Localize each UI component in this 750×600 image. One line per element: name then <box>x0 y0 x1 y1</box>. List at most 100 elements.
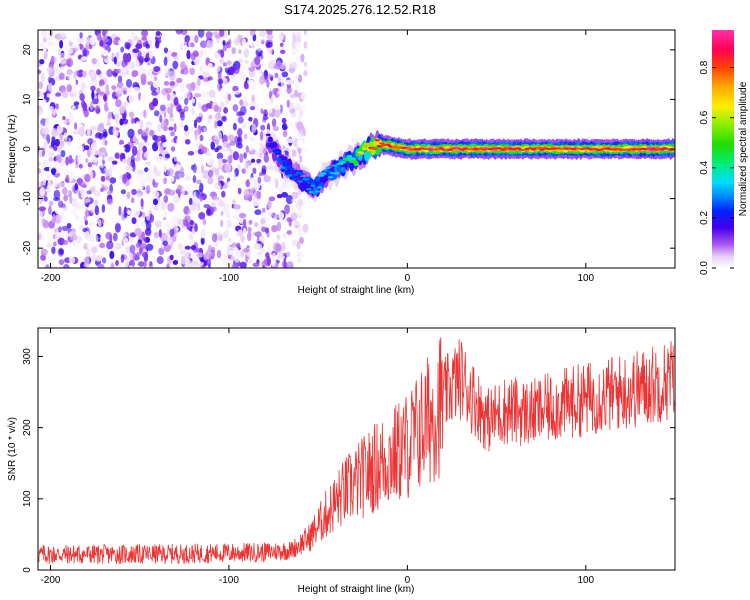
snr-panel: -200 -100 0 100 0 100 200 300 Height of straig… <box>7 327 676 595</box>
noise-cell <box>61 225 69 232</box>
noise-cell <box>291 239 298 246</box>
noise-cell <box>113 72 118 78</box>
noise-cell <box>230 231 235 241</box>
noise-cell <box>248 69 256 78</box>
noise-cell <box>201 146 208 154</box>
noise-cell <box>202 187 208 193</box>
noise-cell <box>178 242 183 250</box>
noise-cell <box>63 194 68 202</box>
noise-cell <box>216 229 223 236</box>
noise-cell <box>66 223 72 229</box>
snr-plot-area <box>38 337 675 565</box>
noise-cell <box>38 42 44 48</box>
track-cell <box>287 174 293 177</box>
noise-cell <box>74 66 81 71</box>
noise-cell <box>187 209 192 216</box>
noise-cell <box>207 169 214 178</box>
noise-cell <box>281 180 288 189</box>
y-tick-label: 10 <box>22 93 33 105</box>
noise-cell <box>235 111 244 117</box>
noise-cell <box>115 242 122 250</box>
noise-cell <box>99 235 108 243</box>
noise-cell <box>284 38 290 47</box>
noise-cell <box>162 117 170 127</box>
noise-cell <box>167 49 172 57</box>
noise-cell <box>105 231 112 240</box>
noise-cell <box>106 121 112 127</box>
noise-cell <box>216 37 220 44</box>
noise-cell <box>97 124 105 133</box>
track-cell <box>291 178 297 181</box>
noise-cell <box>63 64 68 75</box>
noise-cell <box>189 67 195 76</box>
noise-cell <box>261 36 265 44</box>
noise-cell <box>178 94 183 101</box>
noise-cell <box>288 67 295 73</box>
track-cell <box>374 139 380 142</box>
noise-cell <box>112 39 117 45</box>
noise-cell <box>119 139 124 146</box>
noise-cell <box>156 135 162 142</box>
noise-cell <box>184 91 191 100</box>
noise-cell <box>194 93 202 98</box>
noise-cell <box>168 117 175 122</box>
noise-cell <box>159 104 166 112</box>
noise-cell <box>90 125 97 131</box>
noise-cell <box>122 90 127 95</box>
noise-cell <box>115 68 122 74</box>
noise-cell <box>239 243 247 249</box>
noise-cell <box>286 138 294 143</box>
noise-cell <box>123 213 128 219</box>
noise-cell <box>272 252 276 260</box>
noise-cell <box>39 59 45 65</box>
noise-cell <box>206 156 211 164</box>
noise-cell <box>248 144 254 152</box>
noise-cell <box>145 220 152 231</box>
noise-cell <box>254 222 259 228</box>
x-tick-label: -200 <box>40 575 60 586</box>
noise-cell <box>133 86 140 92</box>
track-cell <box>439 147 445 150</box>
noise-cell <box>197 77 201 86</box>
noise-cell <box>302 135 306 143</box>
noise-cell <box>82 70 87 78</box>
noise-cell <box>296 56 299 62</box>
noise-cell <box>131 70 139 77</box>
noise-cell <box>84 198 88 204</box>
noise-cell <box>69 256 76 264</box>
noise-cell <box>263 109 269 117</box>
noise-cell <box>125 165 133 171</box>
noise-cell <box>240 249 245 258</box>
noise-cell <box>166 93 171 101</box>
noise-cell <box>73 44 81 52</box>
noise-cell <box>153 231 159 239</box>
noise-cell <box>199 40 208 48</box>
noise-cell <box>107 156 115 162</box>
noise-cell <box>42 230 50 238</box>
noise-cell <box>254 151 260 156</box>
noise-cell <box>247 226 252 233</box>
noise-cell <box>109 250 115 260</box>
noise-cell <box>55 92 62 97</box>
colorbar-tick-label: 0.8 <box>699 60 710 74</box>
noise-cell <box>206 151 212 157</box>
noise-cell <box>145 174 152 183</box>
noise-cell <box>58 259 65 265</box>
noise-cell <box>164 234 169 243</box>
noise-cell <box>214 209 221 217</box>
noise-cell <box>252 197 260 207</box>
noise-cell <box>303 41 308 49</box>
noise-cell <box>141 129 149 137</box>
noise-cell <box>227 66 235 76</box>
noise-cell <box>184 35 191 43</box>
noise-cell <box>296 257 302 263</box>
noise-cell <box>99 40 104 47</box>
noise-cell <box>179 249 186 255</box>
noise-cell <box>159 114 163 124</box>
noise-cell <box>223 141 228 148</box>
noise-cell <box>38 220 43 228</box>
noise-cell <box>242 122 248 129</box>
track-cell <box>460 148 466 151</box>
noise-cell <box>222 231 229 239</box>
noise-cell <box>293 221 301 226</box>
